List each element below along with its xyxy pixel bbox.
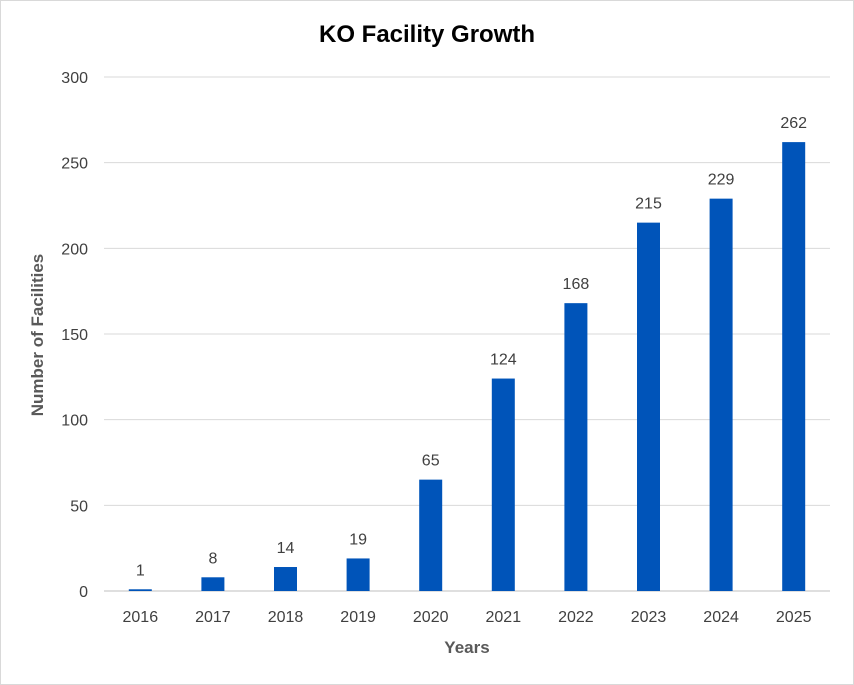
x-axis-label: Years xyxy=(444,638,489,657)
x-tick-label-2020: 2020 xyxy=(413,609,449,626)
y-axis-label: Number of Facilities xyxy=(28,254,47,416)
data-label-2022: 168 xyxy=(563,276,590,293)
bar-2017 xyxy=(201,577,225,591)
bar-2018 xyxy=(274,567,297,591)
x-tick-label-2025: 2025 xyxy=(776,609,812,626)
bar-2024 xyxy=(709,198,733,591)
data-label-2024: 229 xyxy=(708,172,735,189)
bar-2025 xyxy=(782,142,806,591)
chart-title: KO Facility Growth xyxy=(319,21,535,48)
y-tick-label: 0 xyxy=(79,584,88,601)
data-label-2025: 262 xyxy=(780,115,807,132)
bar-2019 xyxy=(346,558,370,591)
gridlines xyxy=(104,76,830,592)
data-label-2018: 14 xyxy=(277,540,295,557)
x-tick-label-2018: 2018 xyxy=(268,609,304,626)
x-tick-label-2017: 2017 xyxy=(195,609,231,626)
data-label-2016: 1 xyxy=(136,562,145,579)
x-tick-label-2019: 2019 xyxy=(340,609,376,626)
bar-2016 xyxy=(128,589,152,591)
x-tick-label-2024: 2024 xyxy=(703,609,739,626)
y-tick-label: 150 xyxy=(61,327,88,344)
bar-2021 xyxy=(491,378,515,591)
y-tick-label: 200 xyxy=(61,241,88,258)
data-label-2023: 215 xyxy=(635,196,662,213)
data-label-2017: 8 xyxy=(208,550,217,567)
data-label-2021: 124 xyxy=(490,352,517,369)
bars xyxy=(128,142,806,591)
data-labels: 1 8 14 19 65 124 168 215 229 262 xyxy=(136,115,807,579)
x-tick-label-2021: 2021 xyxy=(486,609,522,626)
bar-2023 xyxy=(637,222,660,591)
x-tick-label-2023: 2023 xyxy=(631,609,667,626)
y-tick-label: 50 xyxy=(70,498,88,515)
data-label-2019: 19 xyxy=(349,531,367,548)
x-tick-label-2016: 2016 xyxy=(123,609,159,626)
bar-2020 xyxy=(419,479,443,591)
y-tick-label: 250 xyxy=(61,156,88,173)
data-label-2020: 65 xyxy=(422,453,440,470)
y-axis-ticks: 0 50 100 150 200 250 300 xyxy=(61,70,88,601)
x-axis-ticks: 2016 2017 2018 2019 2020 2021 2022 2023 2024 2025 xyxy=(123,609,812,626)
x-tick-label-2022: 2022 xyxy=(558,609,594,626)
y-tick-label: 300 xyxy=(61,70,88,87)
y-tick-label: 100 xyxy=(61,413,88,430)
bar-2022 xyxy=(564,303,588,591)
